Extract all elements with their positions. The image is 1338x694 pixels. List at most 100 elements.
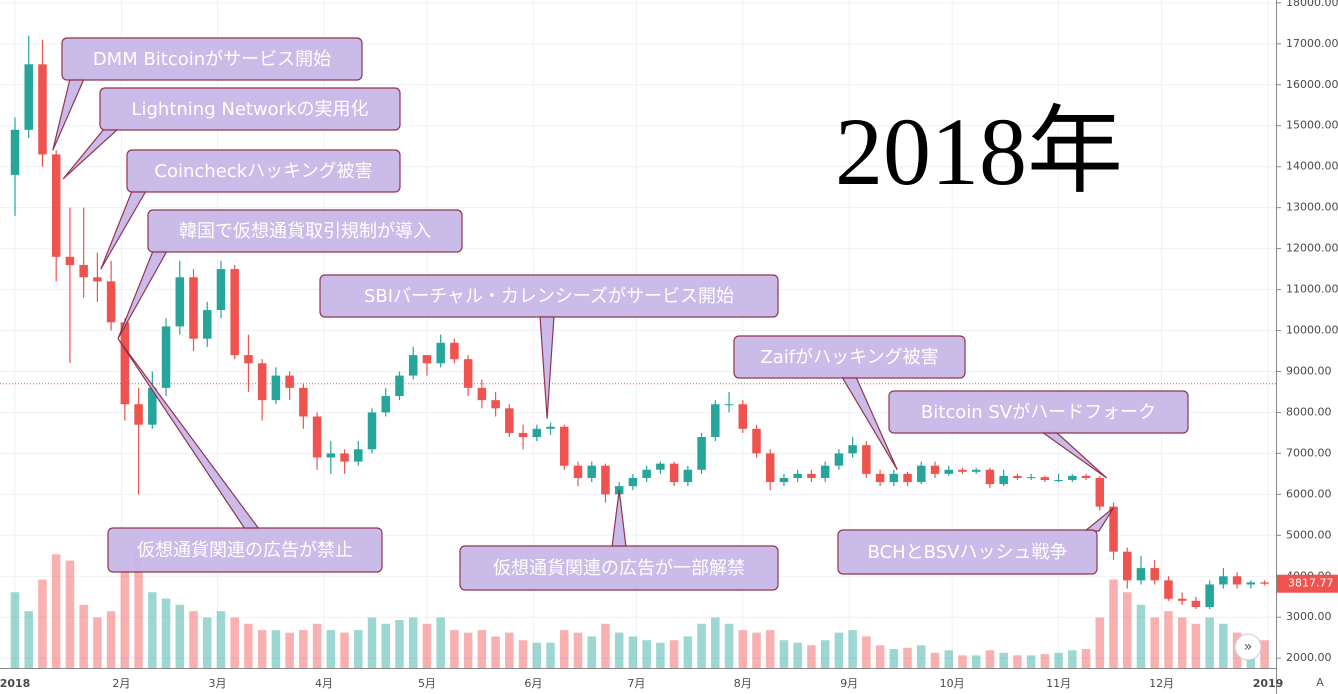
y-tick-label: 5000.00 bbox=[1286, 528, 1332, 541]
callout-text: 韓国で仮想通貨取引規制が導入 bbox=[179, 221, 431, 242]
candle-body bbox=[1095, 477, 1105, 507]
candle-body bbox=[381, 396, 391, 413]
volume-bar bbox=[299, 630, 308, 668]
candle-body bbox=[669, 463, 679, 483]
y-tick-label: 6000.00 bbox=[1286, 487, 1332, 500]
callout-box bbox=[837, 529, 1098, 575]
volume-bar bbox=[1026, 655, 1036, 668]
candle-body bbox=[1136, 568, 1146, 581]
candle-body bbox=[1054, 480, 1063, 482]
candle-body bbox=[958, 469, 967, 472]
y-tick-label: 3000.00 bbox=[1286, 610, 1332, 623]
y-tick-label: 13000.00 bbox=[1286, 201, 1338, 214]
volume-bar bbox=[1122, 592, 1132, 668]
callout-pointer bbox=[611, 490, 627, 548]
volume-bar bbox=[1109, 579, 1118, 668]
volume-bar bbox=[642, 640, 651, 668]
scroll-button[interactable] bbox=[1234, 633, 1262, 661]
candle-body bbox=[601, 465, 610, 495]
time-axis-panel bbox=[0, 668, 1276, 694]
candle-body bbox=[848, 445, 857, 454]
volume-bar bbox=[175, 604, 185, 668]
candle-body bbox=[65, 256, 75, 265]
callout-pointer bbox=[52, 78, 85, 151]
candle-body bbox=[573, 465, 583, 478]
callout-box bbox=[319, 274, 779, 318]
volume-bar bbox=[601, 623, 610, 668]
volume-bar bbox=[51, 554, 61, 668]
candle-body bbox=[560, 426, 569, 466]
volume-bar bbox=[834, 632, 844, 668]
y-tick-label: 11000.00 bbox=[1286, 283, 1338, 296]
volume-bar bbox=[244, 623, 253, 668]
y-tick-label: 12000.00 bbox=[1286, 242, 1338, 255]
last-price-tag bbox=[1277, 574, 1338, 593]
callout-box bbox=[459, 545, 779, 591]
candle-body bbox=[450, 342, 459, 360]
candle-body bbox=[93, 277, 102, 282]
volume-bar bbox=[1164, 611, 1173, 668]
candle-body bbox=[408, 355, 418, 376]
volume-bar bbox=[532, 642, 542, 668]
candle-body bbox=[862, 445, 871, 474]
candle-body bbox=[148, 387, 157, 425]
callout-text: Zaifがハッキング被害 bbox=[760, 347, 938, 368]
candle-body bbox=[793, 473, 802, 478]
volume-bar bbox=[1081, 649, 1091, 668]
volume-bar bbox=[724, 623, 734, 668]
candle-body bbox=[1081, 475, 1091, 478]
volume-bar bbox=[422, 623, 432, 668]
volume-bar bbox=[1205, 617, 1214, 668]
candle-body bbox=[477, 387, 487, 401]
auto-scale-button[interactable]: A bbox=[1316, 676, 1324, 689]
volume-bar bbox=[477, 630, 487, 668]
volume-bar bbox=[779, 640, 789, 668]
candle-body bbox=[257, 363, 267, 401]
volume-bar bbox=[958, 655, 967, 668]
candle-body bbox=[642, 469, 651, 478]
volume-bar bbox=[1054, 652, 1063, 668]
x-tick-label: 9月 bbox=[840, 677, 858, 690]
callout-pointer bbox=[539, 315, 555, 419]
volume-bar bbox=[202, 617, 212, 668]
callout-box bbox=[888, 390, 1189, 434]
candle-body bbox=[230, 269, 239, 356]
candle-body bbox=[175, 277, 185, 327]
volume-bar bbox=[395, 620, 404, 668]
volume-bar bbox=[1191, 623, 1201, 668]
volume-bar bbox=[669, 640, 679, 668]
candle-body bbox=[505, 408, 514, 433]
candle-body bbox=[546, 426, 555, 429]
volume-bar bbox=[1260, 640, 1269, 668]
volume-bar bbox=[807, 645, 816, 668]
candle-body bbox=[985, 469, 995, 485]
y-tick-label: 9000.00 bbox=[1286, 364, 1332, 377]
callout-box bbox=[61, 37, 363, 81]
volume-bar bbox=[148, 592, 157, 668]
callout-pointer bbox=[1040, 431, 1108, 479]
candle-body bbox=[1109, 506, 1118, 552]
callout-box bbox=[99, 87, 401, 131]
x-tick-label: 10月 bbox=[940, 677, 965, 690]
candle-body bbox=[944, 469, 953, 474]
candle-body bbox=[1232, 576, 1242, 585]
volume-bar bbox=[614, 632, 624, 668]
volume-bar bbox=[1136, 604, 1146, 668]
callout-text: 仮想通貨関連の広告が一部解禁 bbox=[493, 558, 745, 579]
volume-bar bbox=[985, 650, 995, 668]
callout-text: Lightning Networkの実用化 bbox=[131, 99, 368, 120]
y-tick-label: 17000.00 bbox=[1286, 37, 1338, 50]
candle-body bbox=[656, 463, 665, 470]
callout-text: DMM Bitcoinがサービス開始 bbox=[93, 49, 331, 70]
annotation-layer: DMM Bitcoinがサービス開始 Lightning Networkの実用化 C… bbox=[52, 37, 1189, 591]
candle-body bbox=[395, 375, 404, 397]
y-tick-label: 7000.00 bbox=[1286, 446, 1332, 459]
candle-body bbox=[1219, 576, 1228, 585]
volume-bar bbox=[271, 630, 281, 668]
candle-body bbox=[1205, 584, 1214, 607]
last-price-label: 3817.77 bbox=[1288, 577, 1334, 590]
y-tick-label: 14000.00 bbox=[1286, 160, 1338, 173]
x-tick-label: 3月 bbox=[209, 677, 227, 690]
